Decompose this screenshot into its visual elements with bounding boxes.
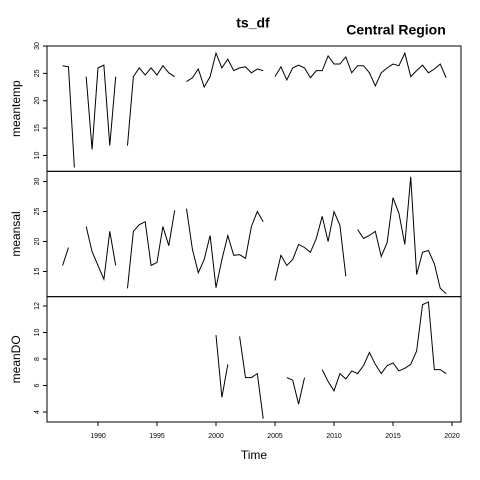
y-tick-label: 12 [34,302,41,310]
chart-title: ts_df [236,15,270,31]
y-tick-label: 15 [34,124,41,132]
x-tick-label: 2010 [326,433,342,440]
series-line [62,176,447,295]
chart-subtitle: Central Region [346,22,446,38]
y-tick-label: 20 [34,97,41,105]
x-tick-label: 1990 [90,433,106,440]
y-tick-label: 8 [34,357,41,361]
series-line [62,51,447,168]
y-tick-label: 25 [34,69,41,77]
y-axis-label: meansal [9,211,23,256]
x-tick-label: 2005 [267,433,283,440]
y-tick-label: 10 [34,328,41,336]
y-tick-label: 4 [34,410,41,414]
x-tick-label: 2015 [385,433,401,440]
y-tick-label: 25 [34,208,41,216]
y-tick-label: 10 [34,151,41,159]
x-axis-label: Time [241,448,268,462]
y-tick-label: 6 [34,383,41,387]
series-line [215,301,447,419]
y-tick-label: 20 [34,238,41,246]
panel-frame [46,296,462,423]
y-tick-label: 30 [34,42,41,50]
x-tick-label: 2020 [444,433,460,440]
y-axis-label: meantemp [9,80,23,137]
y-axis-label: meanDO [9,335,23,383]
y-tick-label: 15 [34,267,41,275]
x-tick-label: 1995 [149,433,165,440]
x-tick-label: 2000 [208,433,224,440]
y-tick-label: 30 [34,178,41,186]
